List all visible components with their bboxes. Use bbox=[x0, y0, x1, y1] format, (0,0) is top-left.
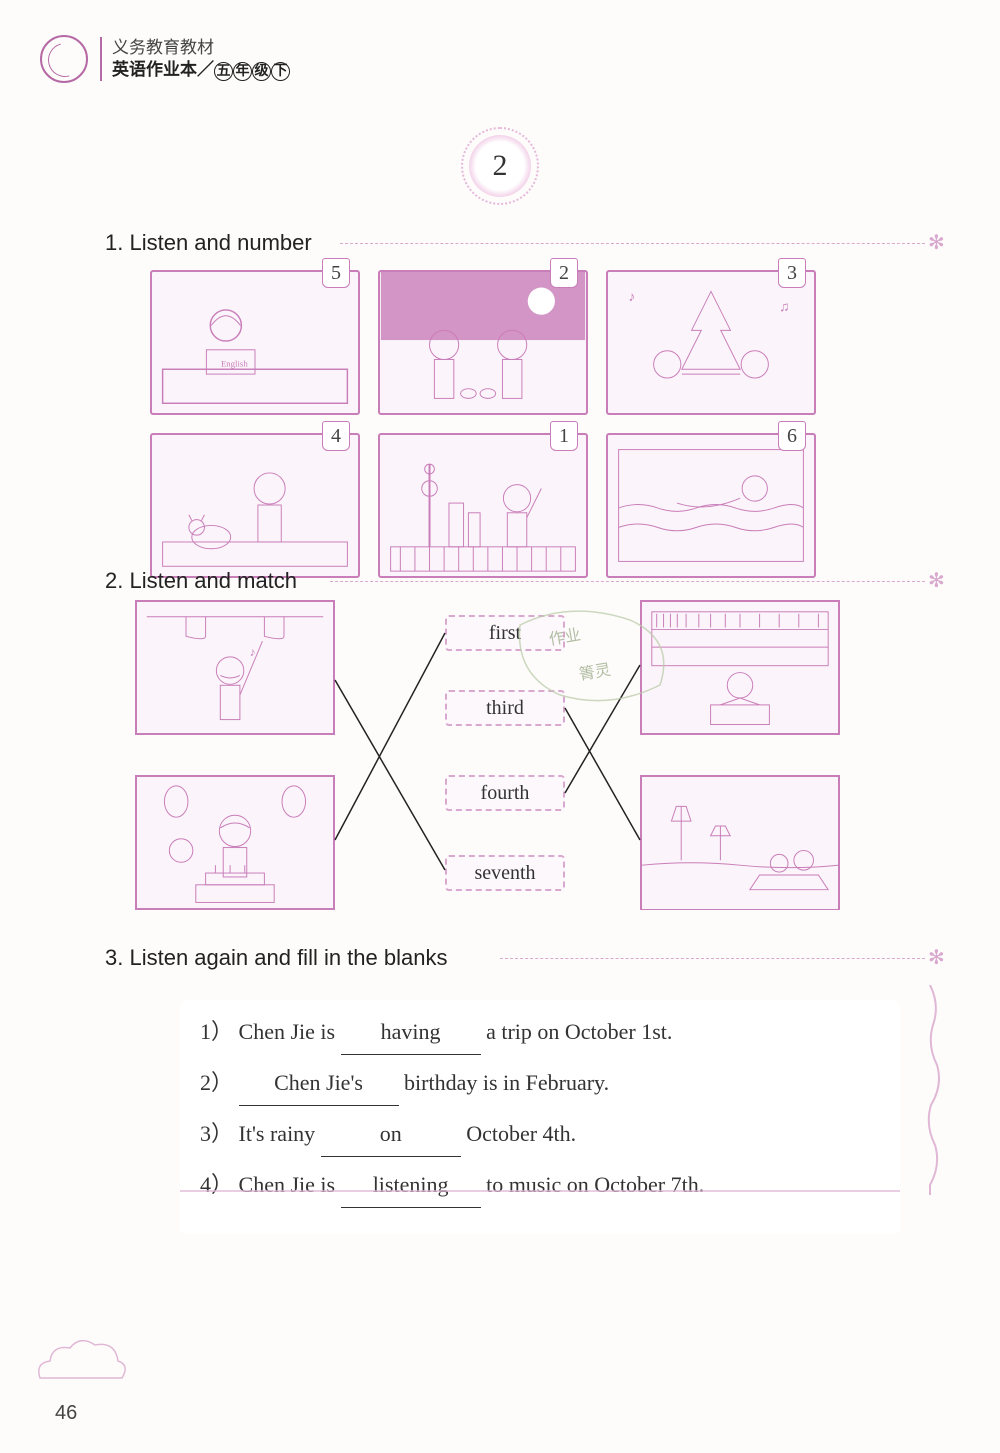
grade-char-2: 年 bbox=[233, 62, 252, 81]
match-area: ♪ bbox=[135, 600, 875, 920]
page-number: 46 bbox=[55, 1402, 77, 1425]
fill-1-num: 1） bbox=[200, 1019, 233, 1044]
illustration-lake-boat bbox=[642, 777, 838, 909]
svg-text:♫: ♫ bbox=[779, 299, 789, 314]
star-icon-1: ✻ bbox=[928, 230, 945, 255]
section-3-text: Listen again and fill in the blanks bbox=[129, 945, 447, 970]
section-2-text: Listen and match bbox=[129, 568, 297, 593]
section-2-title: 2. Listen and match bbox=[105, 568, 297, 594]
fill-3-answer[interactable]: on bbox=[321, 1112, 461, 1157]
star-icon-3: ✻ bbox=[928, 945, 945, 970]
match-label-first: first bbox=[445, 615, 565, 651]
illustration-birthday bbox=[137, 777, 333, 909]
label-first: first bbox=[489, 622, 521, 645]
svg-text:♪: ♪ bbox=[250, 646, 256, 659]
match-label-fourth: fourth bbox=[445, 775, 565, 811]
header-line2-prefix: 英语作业本／ bbox=[112, 60, 214, 79]
page-header: 义务教育教材 英语作业本／五年级下 bbox=[40, 35, 290, 83]
fill-2-answer[interactable]: Chen Jie's bbox=[239, 1061, 399, 1106]
fill-1-post: a trip on October 1st. bbox=[486, 1019, 672, 1044]
illustration-cat bbox=[152, 435, 358, 576]
header-text: 义务教育教材 英语作业本／五年级下 bbox=[100, 37, 290, 81]
pic-card-3: ♪ ♫ 3 bbox=[606, 270, 816, 415]
answer-4: 4 bbox=[331, 425, 341, 448]
answer-box-2[interactable]: 2 bbox=[550, 258, 578, 288]
svg-text:English: English bbox=[221, 358, 248, 368]
answer-box-3[interactable]: 3 bbox=[778, 258, 806, 288]
section-3-num: 3. bbox=[105, 945, 123, 970]
illustration-swimming bbox=[608, 435, 814, 576]
header-line1: 义务教育教材 bbox=[112, 37, 290, 59]
fill-item-3: 3） It's rainy on October 4th. bbox=[200, 1112, 880, 1157]
fill-item-2: 2） Chen Jie's birthday is in February. bbox=[200, 1061, 880, 1106]
bottom-rule bbox=[180, 1190, 900, 1192]
answer-5: 1 bbox=[559, 425, 569, 448]
pic-card-4: 4 bbox=[150, 433, 360, 578]
section-3-title: 3. Listen again and fill in the blanks bbox=[105, 945, 447, 971]
label-fourth: fourth bbox=[481, 782, 530, 805]
fill-2-num: 2） bbox=[200, 1070, 233, 1095]
unit-number-badge: 2 bbox=[469, 135, 531, 197]
section-1-text: Listen and number bbox=[129, 230, 311, 255]
section-2-num: 2. bbox=[105, 568, 123, 593]
fill-1-answer[interactable]: having bbox=[341, 1010, 481, 1055]
dotted-rule-1 bbox=[340, 243, 925, 244]
match-label-seventh: seventh bbox=[445, 855, 565, 891]
pic-card-5: 1 bbox=[378, 433, 588, 578]
pic-card-6: 6 bbox=[606, 433, 816, 578]
fill-3-num: 3） bbox=[200, 1121, 233, 1146]
match-label-third: third bbox=[445, 690, 565, 726]
match-pic-1: ♪ bbox=[135, 600, 335, 735]
answer-box-1[interactable]: 5 bbox=[322, 258, 350, 288]
logo-icon bbox=[40, 35, 88, 83]
illustration-moon-festival bbox=[380, 272, 586, 413]
torn-edge-decoration bbox=[925, 985, 945, 1195]
fill-3-pre: It's rainy bbox=[239, 1121, 321, 1146]
header-line2: 英语作业本／五年级下 bbox=[112, 59, 290, 81]
section-1-title: 1. Listen and number bbox=[105, 230, 312, 256]
answer-box-5[interactable]: 1 bbox=[550, 421, 578, 451]
grade-char-3: 级 bbox=[252, 62, 271, 81]
label-seventh: seventh bbox=[474, 862, 535, 885]
dotted-rule-2 bbox=[330, 581, 925, 582]
fill-4-pre: Chen Jie is bbox=[239, 1172, 341, 1197]
answer-box-6[interactable]: 6 bbox=[778, 421, 806, 451]
fill-item-4: 4） Chen Jie is listening to music on Oct… bbox=[200, 1163, 880, 1208]
svg-text:♪: ♪ bbox=[628, 289, 635, 304]
label-third: third bbox=[486, 697, 524, 720]
section-1-num: 1. bbox=[105, 230, 123, 255]
match-pic-3 bbox=[135, 775, 335, 910]
pic-card-1: English 5 bbox=[150, 270, 360, 415]
grade-char-1: 五 bbox=[214, 62, 233, 81]
answer-2: 2 bbox=[559, 262, 569, 285]
fill-4-post: to music on October 7th. bbox=[486, 1172, 704, 1197]
fill-3-post: October 4th. bbox=[466, 1121, 576, 1146]
illustration-city bbox=[380, 435, 586, 576]
illustration-subway-music: ♪ bbox=[137, 602, 333, 734]
fill-blanks-list: 1） Chen Jie is having a trip on October … bbox=[180, 1000, 900, 1234]
unit-number: 2 bbox=[493, 149, 508, 183]
answer-box-4[interactable]: 4 bbox=[322, 421, 350, 451]
fill-item-1: 1） Chen Jie is having a trip on October … bbox=[200, 1010, 880, 1055]
match-pic-2 bbox=[640, 600, 840, 735]
illustration-reading: English bbox=[152, 272, 358, 413]
fill-1-pre: Chen Jie is bbox=[239, 1019, 341, 1044]
pic-card-2: 2 bbox=[378, 270, 588, 415]
match-pic-4 bbox=[640, 775, 840, 910]
answer-3: 3 bbox=[787, 262, 797, 285]
listen-number-grid: English 5 2 ♪ ♫ 3 bbox=[150, 270, 816, 578]
star-icon-2: ✻ bbox=[928, 568, 945, 593]
answer-1: 5 bbox=[331, 262, 341, 285]
fill-4-num: 4） bbox=[200, 1172, 233, 1197]
fill-2-post: birthday is in February. bbox=[404, 1070, 609, 1095]
illustration-christmas: ♪ ♫ bbox=[608, 272, 814, 413]
dotted-rule-3 bbox=[500, 958, 925, 959]
fill-4-answer[interactable]: listening bbox=[341, 1163, 481, 1208]
answer-6: 6 bbox=[787, 425, 797, 448]
grade-char-4: 下 bbox=[271, 62, 290, 81]
illustration-library bbox=[642, 602, 838, 734]
cloud-decoration bbox=[30, 1333, 130, 1393]
